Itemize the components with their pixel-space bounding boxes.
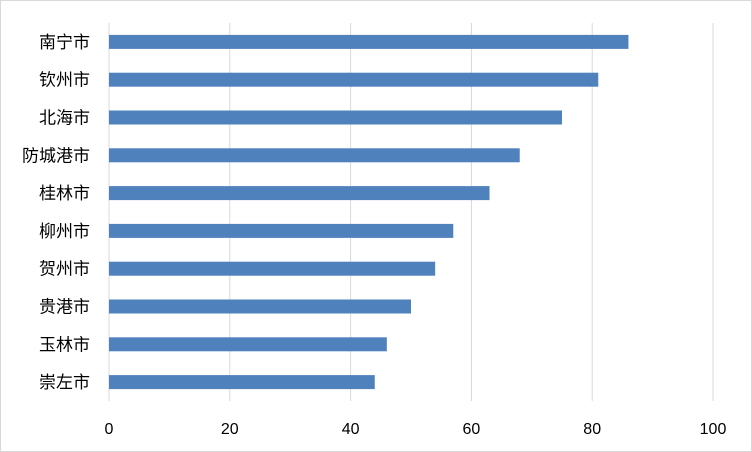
bar xyxy=(109,72,599,87)
category-label: 北海市 xyxy=(39,109,90,129)
category-label: 贵港市 xyxy=(39,298,90,318)
category-label: 贺州市 xyxy=(39,260,90,280)
bar xyxy=(109,186,490,201)
x-tick-label: 20 xyxy=(221,421,239,438)
category-label: 南宁市 xyxy=(39,33,90,53)
x-tick-label: 40 xyxy=(342,421,360,438)
bar xyxy=(109,299,411,314)
bars xyxy=(109,34,629,390)
category-label: 玉林市 xyxy=(39,335,90,355)
category-label: 桂林市 xyxy=(39,184,90,204)
bar xyxy=(109,375,375,390)
x-tick-label: 0 xyxy=(105,421,114,438)
x-tick-labels: 0 20 40 60 80 100 xyxy=(105,421,727,438)
bar xyxy=(109,337,387,352)
bar xyxy=(109,223,454,238)
x-tick-label: 100 xyxy=(700,421,727,438)
bar xyxy=(109,110,562,125)
x-tick-label: 60 xyxy=(463,421,481,438)
bar xyxy=(109,34,629,49)
category-label: 钦州市 xyxy=(39,71,90,91)
x-tick-label: 80 xyxy=(583,421,601,438)
bar xyxy=(109,148,520,163)
category-label: 崇左市 xyxy=(39,373,90,393)
category-label: 防城港市 xyxy=(22,146,90,166)
category-label: 柳州市 xyxy=(39,222,90,242)
bar xyxy=(109,261,436,276)
